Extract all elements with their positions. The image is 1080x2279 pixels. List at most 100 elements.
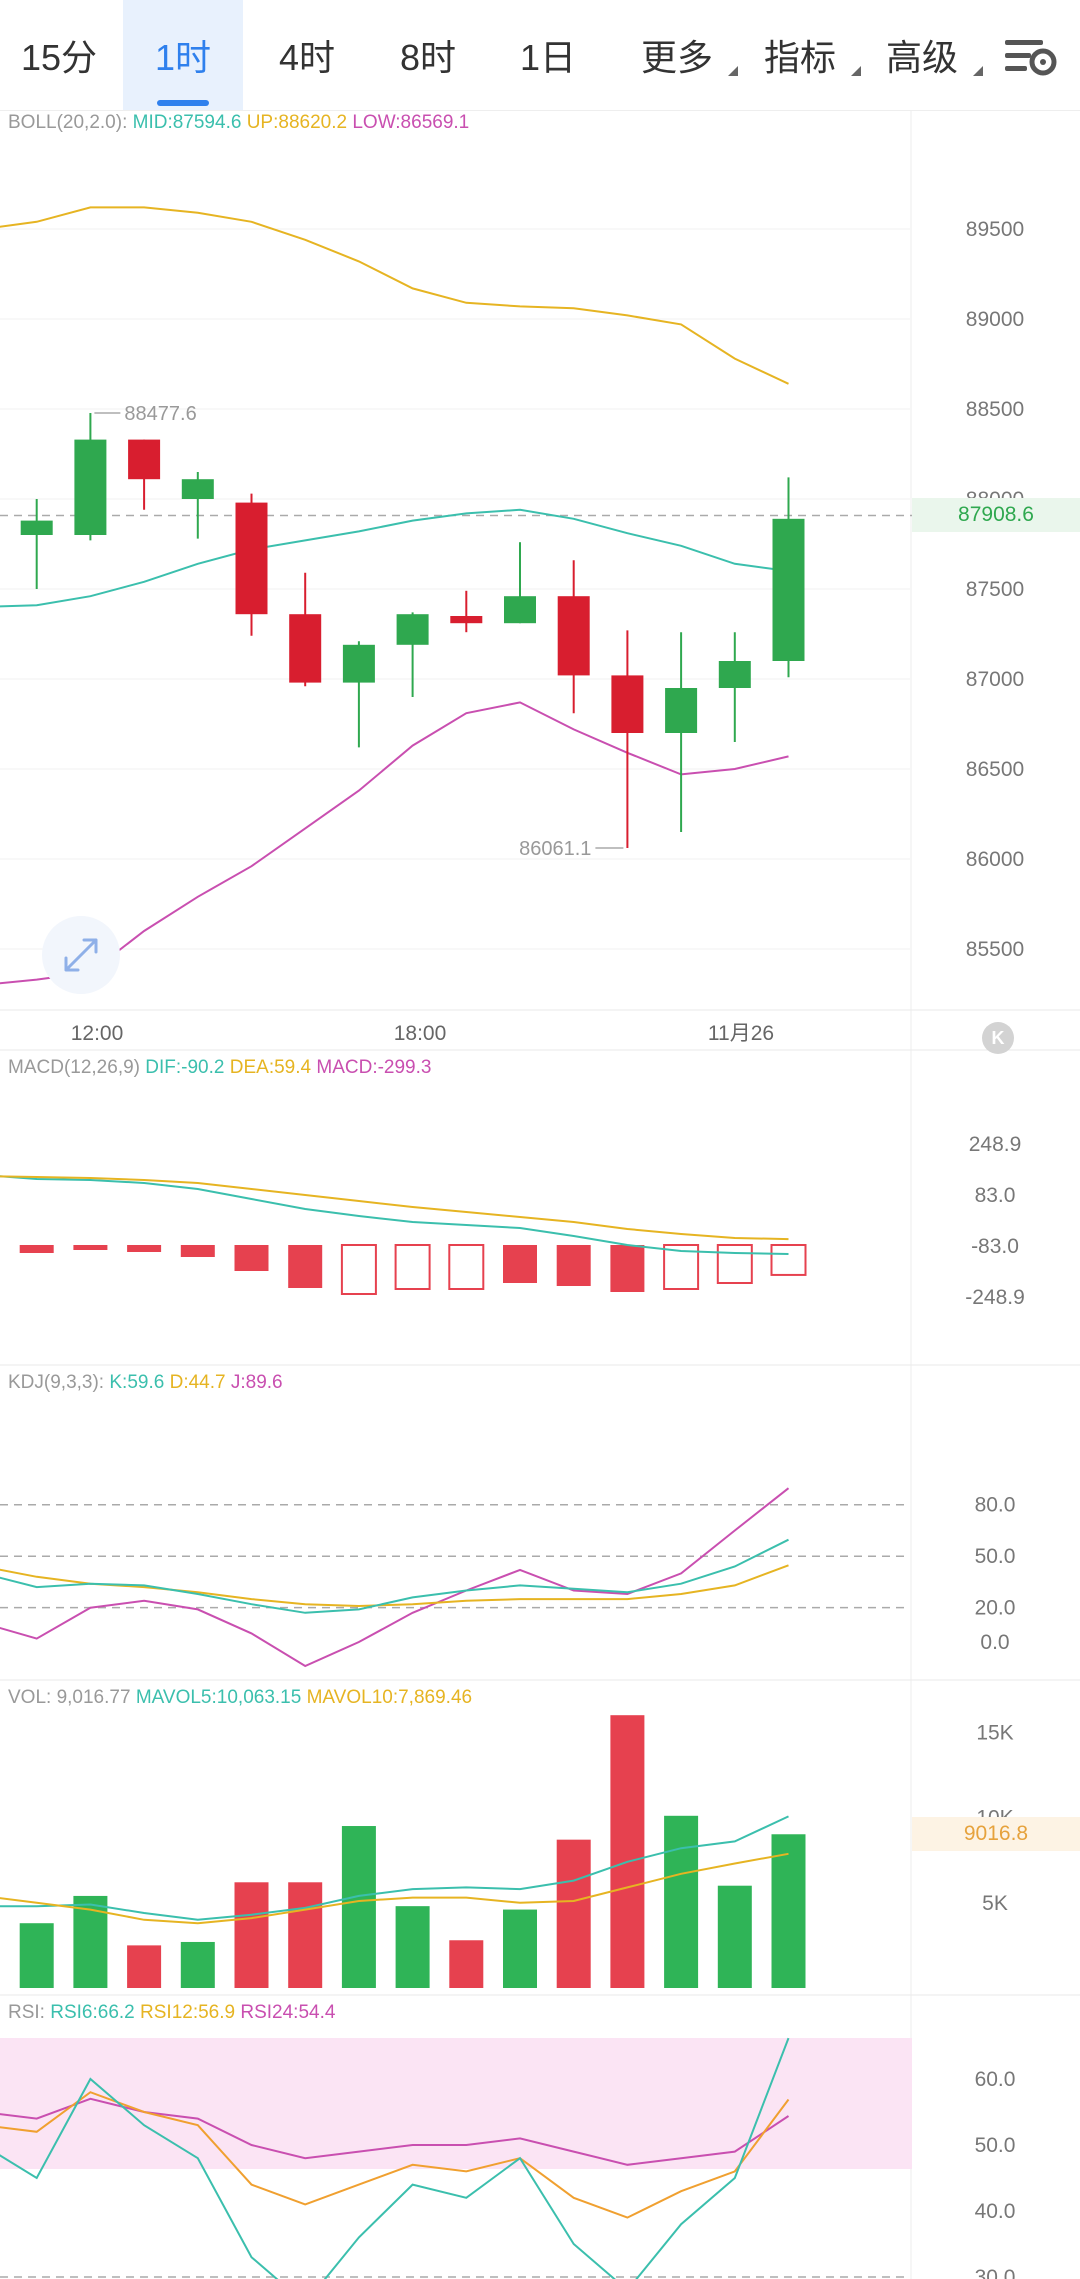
price-tick-label: 88500 <box>966 398 1024 421</box>
rsi-24-line <box>0 2097 790 2166</box>
volume-bar <box>717 1885 752 1988</box>
boll-legend: BOLL(20,2.0): MID:87594.6 UP:88620.2 LOW… <box>8 112 469 134</box>
kdj-k-value: K:59.6 <box>109 1372 165 1393</box>
price-tick-label: 87000 <box>966 668 1024 691</box>
macd-tick-label: -248.9 <box>965 1286 1025 1309</box>
tab-8h[interactable]: 8时 <box>399 37 457 78</box>
volume-bar <box>610 1715 645 1988</box>
volume-bar <box>556 1839 591 1988</box>
vol-title: VOL: 9,016.77 <box>8 1687 131 1708</box>
time-axis-label: 18:00 <box>394 1022 447 1045</box>
kdj-j-line <box>0 1487 790 1668</box>
kdj-j-value: J:89.6 <box>230 1372 283 1393</box>
candle-body[interactable] <box>718 661 751 688</box>
volume-bar <box>395 1906 430 1988</box>
macd-histogram-bar <box>770 1244 807 1276</box>
time-axis-label: 11月26 <box>708 1022 774 1045</box>
kdj-k-line <box>0 1538 789 1614</box>
more-dropdown[interactable]: 更多 <box>630 0 738 110</box>
macd-dif-line <box>0 1175 789 1255</box>
chart-canvas[interactable]: 8950089000885008800087500870008650086000… <box>0 110 1080 2279</box>
macd-histogram-bar <box>288 1245 323 1288</box>
dropdown-triangle-icon <box>973 66 983 76</box>
macd-histogram-bar <box>610 1245 645 1292</box>
macd-histogram-bar <box>448 1244 485 1290</box>
candle-body[interactable] <box>450 616 483 624</box>
price-tick-label: 85500 <box>966 938 1024 961</box>
kdj-tick-label: 0.0 <box>980 1631 1009 1654</box>
active-tab-indicator <box>157 100 209 106</box>
kdj-legend: KDJ(9,3,3): K:59.6 D:44.7 J:89.6 <box>8 1372 283 1394</box>
macd-dea-value: DEA:59.4 <box>229 1057 312 1078</box>
macd-tick-label: 83.0 <box>975 1184 1016 1207</box>
macd-histogram-bar <box>180 1245 215 1257</box>
boll-upper-line <box>0 206 789 385</box>
candle-body[interactable] <box>342 644 375 683</box>
macd-histogram-bar <box>340 1244 377 1295</box>
volume-bar <box>288 1882 323 1988</box>
candle-body[interactable] <box>128 439 161 480</box>
candle-body[interactable] <box>235 502 268 615</box>
price-tick-label: 89500 <box>966 218 1024 241</box>
rsi-6-value: RSI6:66.2 <box>50 2002 135 2023</box>
time-axis-label: 12:00 <box>71 1022 124 1045</box>
indicators-dropdown[interactable]: 指标 <box>753 0 861 110</box>
macd-histogram-bar <box>716 1244 753 1284</box>
candle-body[interactable] <box>20 520 53 535</box>
tab-1d[interactable]: 1日 <box>519 37 577 78</box>
chart-settings-button[interactable] <box>990 0 1070 110</box>
dropdown-triangle-icon <box>851 66 861 76</box>
boll-mid-line <box>0 508 789 608</box>
tab-15m[interactable]: 15分 <box>20 37 98 78</box>
volume-bar <box>503 1909 537 1988</box>
volume-bar <box>234 1882 269 1988</box>
expand-icon <box>64 938 98 972</box>
rsi-tick-label: 60.0 <box>975 2068 1016 2091</box>
advanced-dropdown[interactable]: 高级 <box>875 0 983 110</box>
rsi-24-value: RSI24:54.4 <box>240 2002 336 2023</box>
dropdown-triangle-icon <box>728 66 738 76</box>
macd-histogram-bar <box>503 1245 537 1283</box>
chart-settings-icon <box>1005 40 1057 76</box>
macd-histogram-bar <box>556 1245 591 1286</box>
vol-mavol5-value: MAVOL5:10,063.15 <box>135 1687 302 1708</box>
boll-up-value: UP:88620.2 <box>246 112 348 133</box>
candle-body[interactable] <box>772 518 805 661</box>
candle-body[interactable] <box>557 596 590 676</box>
rsi-12-value: RSI12:56.9 <box>140 2002 236 2023</box>
candle-body[interactable] <box>665 688 698 733</box>
tab-1h[interactable]: 1时 <box>123 0 243 110</box>
rsi-tick-label: 40.0 <box>975 2200 1016 2223</box>
kdj-tick-label: 50.0 <box>975 1545 1016 1568</box>
rsi-title: RSI: <box>8 2002 45 2023</box>
price-tick-label: 86500 <box>966 758 1024 781</box>
boll-mid-value: MID:87594.6 <box>132 112 242 133</box>
volume-bar <box>180 1941 215 1988</box>
price-tick-label: 87500 <box>966 578 1024 601</box>
vol-mavol5-line <box>0 1815 789 1921</box>
candle-body[interactable] <box>504 596 536 624</box>
tab-4h[interactable]: 4时 <box>278 37 336 78</box>
vol-mavol10-line <box>0 1852 789 1925</box>
macd-histogram-bar <box>663 1244 700 1290</box>
candle-body[interactable] <box>396 614 429 645</box>
macd-dea-line <box>0 1175 789 1241</box>
volume-bar <box>341 1826 376 1988</box>
rsi-tick-label: 50.0 <box>975 2134 1016 2157</box>
volume-bar <box>771 1834 806 1988</box>
candle-body[interactable] <box>181 479 214 499</box>
current-price-badge: 87908.6 <box>912 498 1080 532</box>
expand-chart-button[interactable] <box>42 916 120 994</box>
vol-legend: VOL: 9,016.77 MAVOL5:10,063.15 MAVOL10:7… <box>8 1687 472 1709</box>
macd-histogram-bar <box>127 1245 162 1252</box>
volume-bar <box>127 1945 162 1988</box>
boll-title: BOLL(20,2.0): <box>8 112 128 133</box>
candle-body[interactable] <box>74 439 107 535</box>
kline-logo-icon[interactable]: K <box>982 1022 1014 1054</box>
candle-body[interactable] <box>289 614 322 683</box>
macd-tick-label: -83.0 <box>971 1235 1019 1258</box>
macd-legend: MACD(12,26,9) DIF:-90.2 DEA:59.4 MACD:-2… <box>8 1057 431 1079</box>
candle-body[interactable] <box>611 675 644 733</box>
rsi-overbought-zone <box>0 2038 912 2169</box>
rsi-tick-label: 30.0 <box>975 2266 1016 2279</box>
